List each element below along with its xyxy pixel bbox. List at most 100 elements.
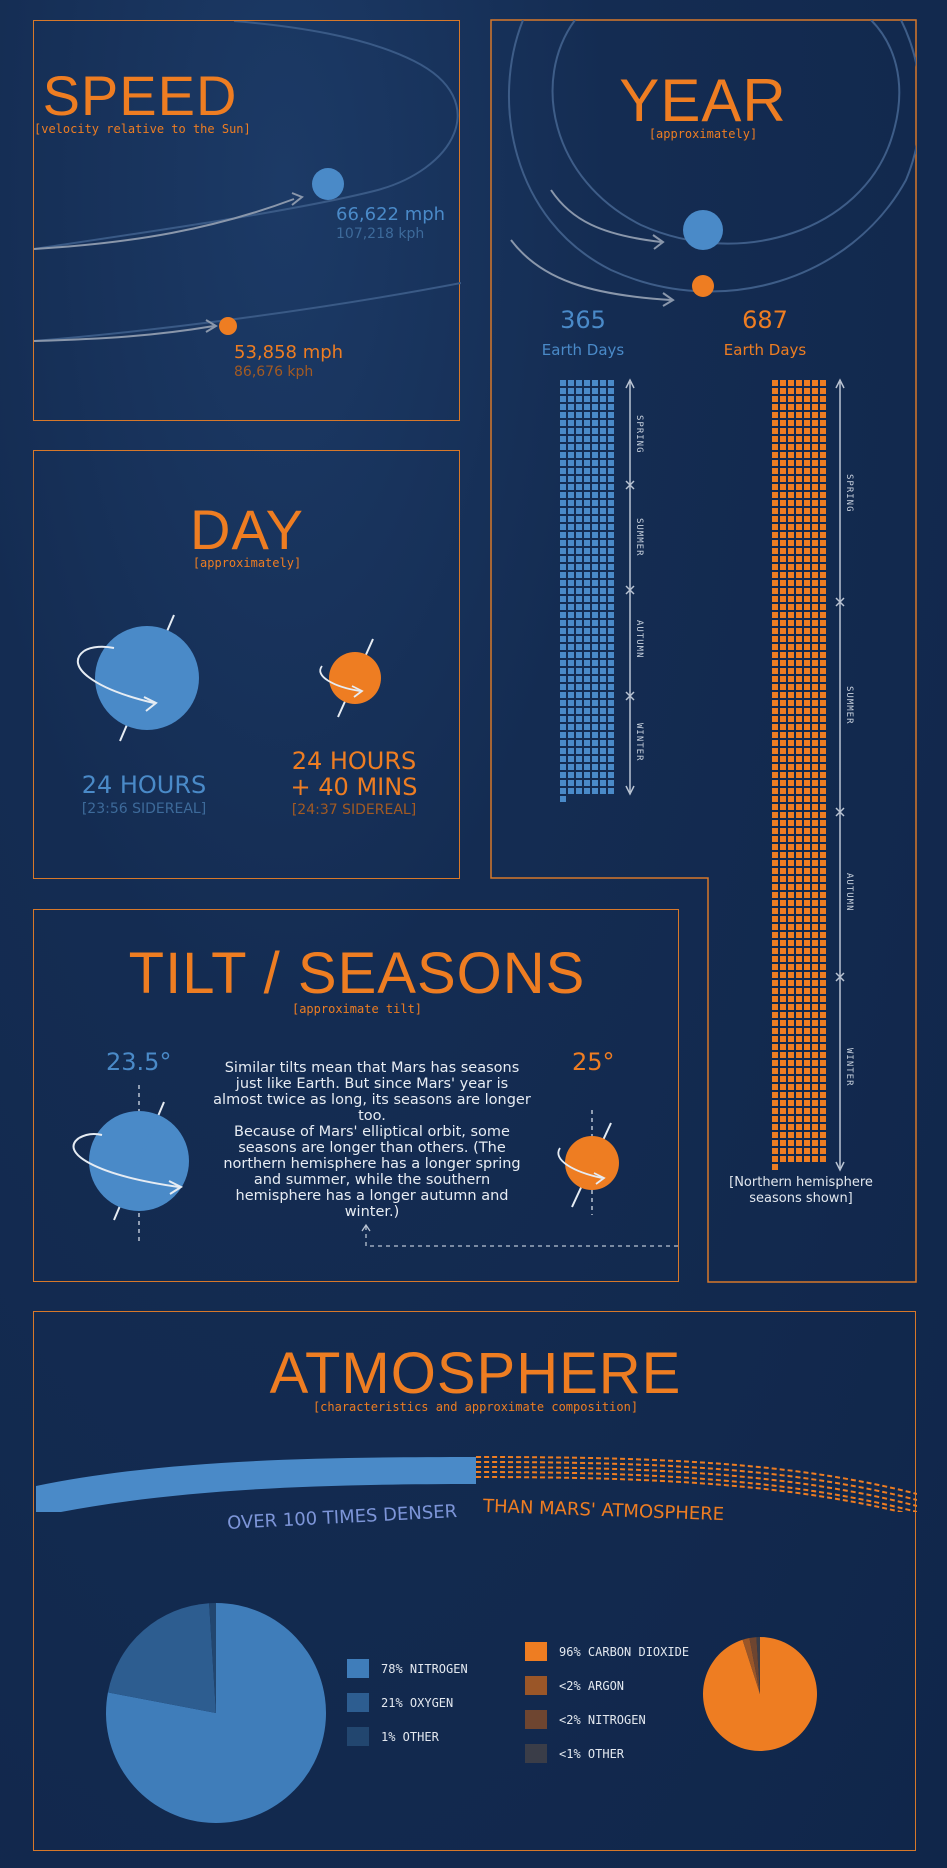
day-square xyxy=(608,620,614,626)
day-square xyxy=(780,580,786,586)
day-square xyxy=(568,588,574,594)
day-square xyxy=(820,684,826,690)
day-square xyxy=(600,628,606,634)
day-square xyxy=(584,548,590,554)
day-square xyxy=(592,612,598,618)
day-square xyxy=(788,908,794,914)
day-square xyxy=(772,428,778,434)
day-square xyxy=(788,764,794,770)
day-square xyxy=(796,1004,802,1010)
day-square xyxy=(772,484,778,490)
day-square xyxy=(576,692,582,698)
day-square xyxy=(796,1084,802,1090)
pie-slice xyxy=(742,1637,760,1694)
day-square xyxy=(812,1132,818,1138)
day-square xyxy=(584,644,590,650)
day-square xyxy=(796,428,802,434)
day-square xyxy=(568,516,574,522)
day-square xyxy=(820,1052,826,1058)
day-square xyxy=(796,900,802,906)
day-square xyxy=(772,476,778,482)
day-square xyxy=(584,708,590,714)
day-square xyxy=(592,468,598,474)
day-square xyxy=(780,420,786,426)
day-square xyxy=(780,620,786,626)
day-square xyxy=(788,732,794,738)
day-square xyxy=(820,428,826,434)
day-square xyxy=(600,412,606,418)
day-square xyxy=(796,788,802,794)
day-square xyxy=(796,796,802,802)
day-square xyxy=(576,788,582,794)
tilt-subtitle: [approximate tilt] xyxy=(291,1002,423,1016)
day-square xyxy=(780,820,786,826)
day-square xyxy=(560,516,566,522)
day-square xyxy=(788,980,794,986)
day-square xyxy=(772,748,778,754)
day-square xyxy=(608,684,614,690)
day-square xyxy=(780,684,786,690)
day-square xyxy=(820,652,826,658)
day-square xyxy=(812,444,818,450)
day-square xyxy=(584,564,590,570)
day-square xyxy=(780,1124,786,1130)
day-square xyxy=(780,1092,786,1098)
day-planets xyxy=(77,614,381,742)
day-square xyxy=(780,452,786,458)
day-square xyxy=(560,484,566,490)
day-square xyxy=(796,980,802,986)
day-square xyxy=(796,764,802,770)
day-square xyxy=(812,908,818,914)
day-square xyxy=(592,428,598,434)
legend-swatch xyxy=(347,1693,369,1712)
day-square xyxy=(560,636,566,642)
day-square xyxy=(772,492,778,498)
day-square xyxy=(820,932,826,938)
day-square xyxy=(772,900,778,906)
day-square xyxy=(812,980,818,986)
day-square xyxy=(772,420,778,426)
day-square xyxy=(788,508,794,514)
day-square xyxy=(812,1116,818,1122)
day-square xyxy=(804,484,810,490)
day-square xyxy=(608,652,614,658)
day-square xyxy=(772,1020,778,1026)
day-square xyxy=(584,516,590,522)
day-square xyxy=(608,444,614,450)
day-square xyxy=(780,868,786,874)
day-square xyxy=(560,444,566,450)
day-square xyxy=(600,588,606,594)
day-square xyxy=(812,604,818,610)
day-square xyxy=(804,916,810,922)
day-square xyxy=(804,660,810,666)
day-square xyxy=(584,460,590,466)
earth-season-spring: SPRING xyxy=(634,415,644,454)
day-square xyxy=(812,804,818,810)
earth-season-autumn: AUTUMN xyxy=(634,620,644,659)
day-square xyxy=(820,1148,826,1154)
day-square xyxy=(780,764,786,770)
day-square xyxy=(568,580,574,586)
day-square xyxy=(812,612,818,618)
day-square xyxy=(788,660,794,666)
day-square xyxy=(780,444,786,450)
day-square xyxy=(560,692,566,698)
day-square xyxy=(592,516,598,522)
day-square xyxy=(812,740,818,746)
day-square xyxy=(600,724,606,730)
day-square xyxy=(796,420,802,426)
legend-swatch xyxy=(347,1659,369,1678)
day-square xyxy=(576,404,582,410)
day-square xyxy=(796,908,802,914)
day-square xyxy=(772,564,778,570)
day-square xyxy=(772,812,778,818)
day-square xyxy=(788,860,794,866)
day-square xyxy=(796,404,802,410)
day-square xyxy=(592,572,598,578)
day-square xyxy=(804,908,810,914)
day-square xyxy=(584,380,590,386)
day-square xyxy=(804,436,810,442)
atmosphere-title: ATMOSPHERE xyxy=(269,1341,682,1406)
day-square xyxy=(772,644,778,650)
day-square xyxy=(804,1004,810,1010)
